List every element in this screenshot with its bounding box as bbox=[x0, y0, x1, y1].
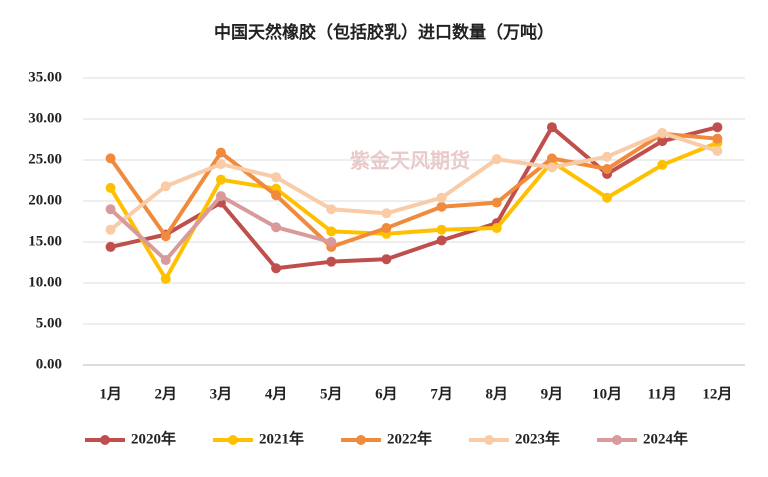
y-tick-label: 15.00 bbox=[28, 233, 62, 249]
x-tick-label: 1月 bbox=[99, 385, 122, 402]
point bbox=[105, 153, 116, 164]
point bbox=[712, 133, 723, 144]
point bbox=[712, 145, 723, 156]
x-tick-label: 2月 bbox=[154, 385, 177, 402]
point bbox=[491, 223, 502, 234]
point bbox=[657, 159, 668, 170]
legend-marker bbox=[100, 435, 110, 445]
x-tick-label: 6月 bbox=[375, 385, 398, 402]
legend-label: 2023年 bbox=[515, 429, 560, 447]
point bbox=[160, 255, 171, 266]
legend-marker bbox=[612, 435, 622, 445]
point bbox=[105, 182, 116, 193]
point bbox=[491, 154, 502, 165]
point bbox=[381, 223, 392, 234]
point bbox=[546, 122, 557, 133]
point bbox=[215, 147, 226, 158]
x-tick-label: 11月 bbox=[648, 385, 677, 402]
point bbox=[712, 122, 723, 133]
legend-label: 2024年 bbox=[643, 429, 688, 447]
point bbox=[105, 224, 116, 235]
point bbox=[436, 201, 447, 212]
point bbox=[271, 190, 282, 201]
x-tick-label: 4月 bbox=[265, 385, 288, 402]
series-line bbox=[109, 130, 719, 232]
legend-label: 2020年 bbox=[131, 429, 176, 447]
x-tick-label: 10月 bbox=[592, 385, 622, 402]
y-tick-label: 25.00 bbox=[28, 151, 62, 167]
point bbox=[436, 224, 447, 235]
point bbox=[105, 241, 116, 252]
point bbox=[271, 263, 282, 274]
point bbox=[436, 235, 447, 246]
point bbox=[160, 181, 171, 192]
point bbox=[602, 192, 613, 203]
x-tick-label: 3月 bbox=[210, 385, 233, 402]
y-tick-label: 35.00 bbox=[28, 69, 62, 85]
y-tick-label: 10.00 bbox=[28, 274, 62, 290]
point bbox=[160, 273, 171, 284]
point bbox=[657, 136, 668, 147]
y-tick-label: 30.00 bbox=[28, 110, 62, 126]
x-tick-label: 5月 bbox=[320, 385, 343, 402]
point bbox=[271, 222, 282, 233]
point bbox=[215, 174, 226, 185]
point bbox=[326, 256, 337, 267]
point bbox=[491, 197, 502, 208]
x-tick-label: 9月 bbox=[541, 385, 564, 402]
chart-title: 中国天然橡胶（包括胶乳）进口数量（万吨） bbox=[214, 22, 554, 42]
point bbox=[215, 191, 226, 202]
point bbox=[546, 162, 557, 173]
point bbox=[326, 226, 337, 237]
x-tick-label: 12月 bbox=[702, 385, 732, 402]
point bbox=[657, 127, 668, 138]
point bbox=[602, 164, 613, 175]
point bbox=[602, 151, 613, 162]
legend-marker bbox=[356, 435, 366, 445]
point bbox=[381, 254, 392, 265]
y-tick-label: 5.00 bbox=[36, 315, 62, 331]
y-tick-label: 20.00 bbox=[28, 192, 62, 208]
legend-marker bbox=[228, 435, 238, 445]
point bbox=[381, 208, 392, 219]
point bbox=[160, 231, 171, 242]
point bbox=[436, 192, 447, 203]
y-tick-label: 0.00 bbox=[36, 356, 62, 372]
point bbox=[271, 172, 282, 183]
series-line bbox=[108, 140, 719, 281]
legend-label: 2021年 bbox=[259, 429, 304, 447]
point bbox=[546, 153, 557, 164]
x-tick-label: 7月 bbox=[430, 385, 453, 402]
legend-marker bbox=[484, 435, 494, 445]
legend-label: 2022年 bbox=[387, 429, 432, 447]
point bbox=[326, 237, 337, 247]
point bbox=[326, 204, 337, 215]
point bbox=[105, 204, 116, 215]
x-tick-label: 8月 bbox=[485, 385, 508, 402]
point bbox=[215, 159, 226, 170]
